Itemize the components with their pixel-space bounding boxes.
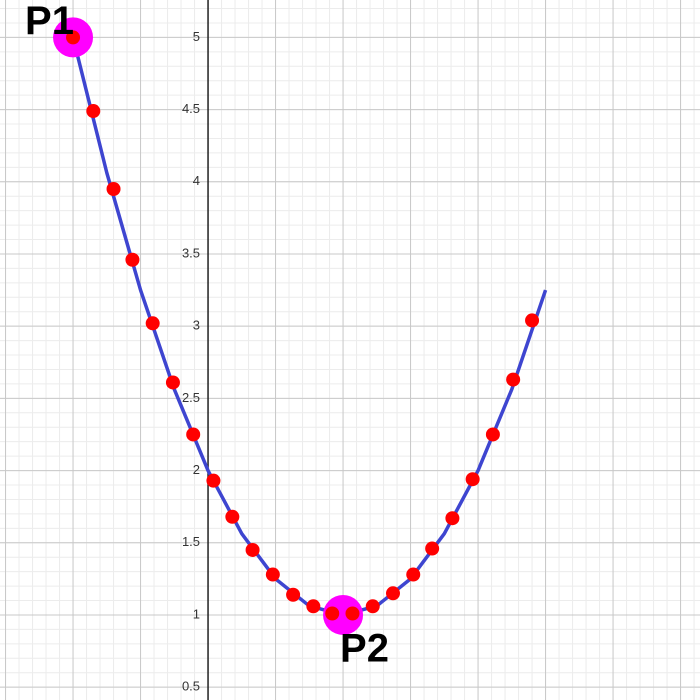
point	[286, 587, 301, 602]
point	[365, 599, 380, 614]
point	[66, 30, 81, 45]
point	[186, 427, 201, 442]
y-tick-label: 2.5	[182, 390, 200, 405]
y-tick-label: 0.5	[182, 679, 200, 694]
point	[225, 509, 240, 524]
point	[425, 541, 440, 556]
point	[245, 542, 260, 557]
point	[465, 472, 480, 487]
point	[325, 606, 340, 621]
y-tick-label: 5	[193, 29, 200, 44]
point	[106, 182, 121, 197]
y-tick-label: 3	[193, 318, 200, 333]
point	[306, 599, 321, 614]
point	[265, 567, 280, 582]
point	[145, 316, 160, 331]
y-tick-label: 4	[193, 173, 200, 188]
marker-label: P1	[25, 0, 74, 43]
point	[485, 427, 500, 442]
point	[206, 473, 221, 488]
y-tick-label: 1	[193, 606, 200, 621]
marker-point	[323, 594, 364, 635]
y-tick-label: 4.5	[182, 101, 200, 116]
y-tick-label: 2	[193, 462, 200, 477]
point	[385, 586, 400, 601]
point	[345, 606, 360, 621]
point	[165, 375, 180, 390]
marker-label: P2	[340, 627, 389, 671]
point	[506, 372, 521, 387]
y-tick-label: 3.5	[182, 245, 200, 260]
point	[86, 104, 101, 119]
point	[406, 567, 421, 582]
point	[445, 511, 460, 526]
point	[525, 313, 540, 328]
y-tick-label: 1.5	[182, 534, 200, 549]
point	[125, 252, 140, 267]
